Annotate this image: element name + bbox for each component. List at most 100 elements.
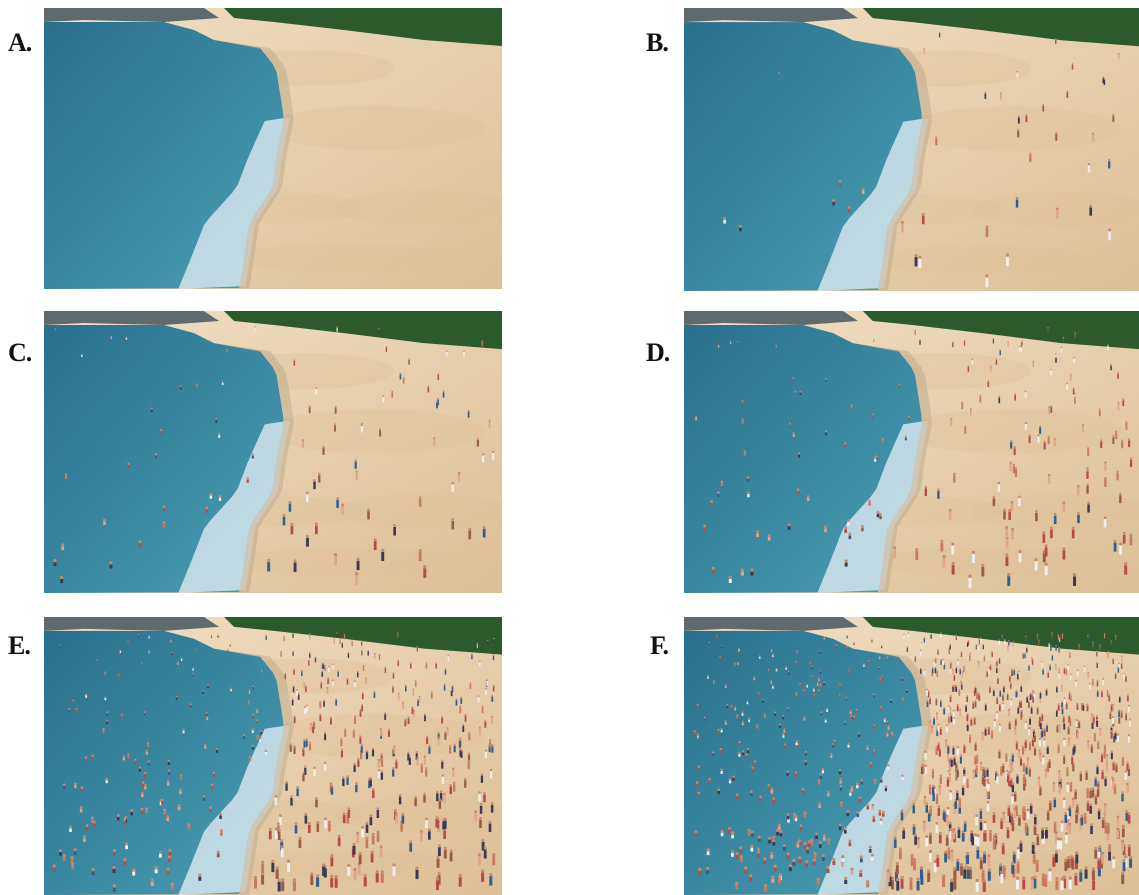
person <box>209 495 213 499</box>
person-head <box>409 840 413 844</box>
person-head <box>415 751 418 754</box>
person <box>1112 705 1114 712</box>
person <box>1119 545 1123 555</box>
person <box>109 564 113 569</box>
person-head <box>845 696 848 699</box>
person-head <box>1020 346 1023 348</box>
person-head <box>293 359 296 361</box>
person-head <box>357 670 359 673</box>
person-head <box>464 713 467 716</box>
person <box>64 475 68 480</box>
person-head <box>1087 501 1091 505</box>
person <box>844 830 847 834</box>
person <box>1029 694 1032 701</box>
person-head <box>452 767 455 770</box>
person <box>204 745 207 749</box>
person <box>741 420 744 424</box>
person <box>229 645 231 647</box>
person-head <box>1015 196 1019 200</box>
person-head <box>1057 634 1060 636</box>
person <box>728 780 732 784</box>
person-head <box>1086 703 1089 706</box>
person <box>1014 395 1017 401</box>
person-head <box>1011 782 1015 785</box>
person-head <box>417 698 419 701</box>
person <box>974 744 977 751</box>
person-head <box>1071 755 1074 758</box>
person <box>143 713 146 716</box>
person-head <box>1055 38 1057 40</box>
person-head <box>372 787 375 791</box>
person <box>372 749 375 757</box>
person-head <box>167 769 171 772</box>
person-head <box>462 723 465 726</box>
person <box>1129 536 1133 546</box>
person-head <box>811 675 813 677</box>
person <box>773 867 777 872</box>
person-head <box>927 869 931 873</box>
person <box>1116 735 1119 742</box>
person-head <box>1038 718 1041 721</box>
person-head <box>1026 808 1030 812</box>
person <box>1039 693 1042 699</box>
person <box>296 690 298 697</box>
person-head <box>1063 721 1066 724</box>
person-head <box>125 842 129 846</box>
person <box>996 668 998 673</box>
person-head <box>812 687 815 690</box>
person-head <box>839 784 843 788</box>
person <box>147 744 150 747</box>
person <box>283 637 285 642</box>
person <box>443 849 447 859</box>
person-head <box>1071 62 1074 65</box>
person <box>810 841 814 846</box>
person-head <box>355 572 359 576</box>
person <box>947 746 950 754</box>
person-head <box>351 640 353 642</box>
person-head <box>354 716 357 719</box>
person-head <box>873 693 875 696</box>
person-head <box>147 741 150 745</box>
person <box>909 880 913 891</box>
person-head <box>1086 800 1090 804</box>
person <box>1117 404 1120 410</box>
person-head <box>1014 726 1017 730</box>
person-head <box>835 644 837 646</box>
person <box>401 815 405 824</box>
person-head <box>1103 803 1107 806</box>
person-head <box>124 816 128 819</box>
person <box>986 769 989 777</box>
person <box>983 656 986 662</box>
person <box>847 671 849 674</box>
person <box>1077 487 1080 496</box>
person <box>1060 823 1064 832</box>
person <box>770 681 773 684</box>
person-head <box>717 344 720 346</box>
person-head <box>423 755 426 758</box>
person <box>446 729 449 736</box>
person-head <box>113 848 116 852</box>
person-head <box>886 657 888 659</box>
person <box>970 719 973 726</box>
person-head <box>741 720 744 723</box>
person <box>901 698 904 702</box>
person-head <box>491 694 494 697</box>
person <box>366 752 369 760</box>
person-head <box>1099 644 1101 646</box>
person <box>1043 740 1046 747</box>
person <box>879 708 882 711</box>
person-head <box>391 390 394 393</box>
person-head <box>110 335 112 338</box>
person <box>292 633 294 638</box>
person-head <box>1041 661 1043 663</box>
person-head <box>436 817 440 821</box>
person <box>871 640 873 643</box>
person <box>928 786 932 795</box>
person-head <box>1036 833 1040 837</box>
person <box>1116 830 1119 839</box>
person <box>819 775 822 779</box>
person-head <box>392 672 395 674</box>
person-head <box>937 723 940 726</box>
person <box>469 683 472 689</box>
person-head <box>963 767 966 770</box>
